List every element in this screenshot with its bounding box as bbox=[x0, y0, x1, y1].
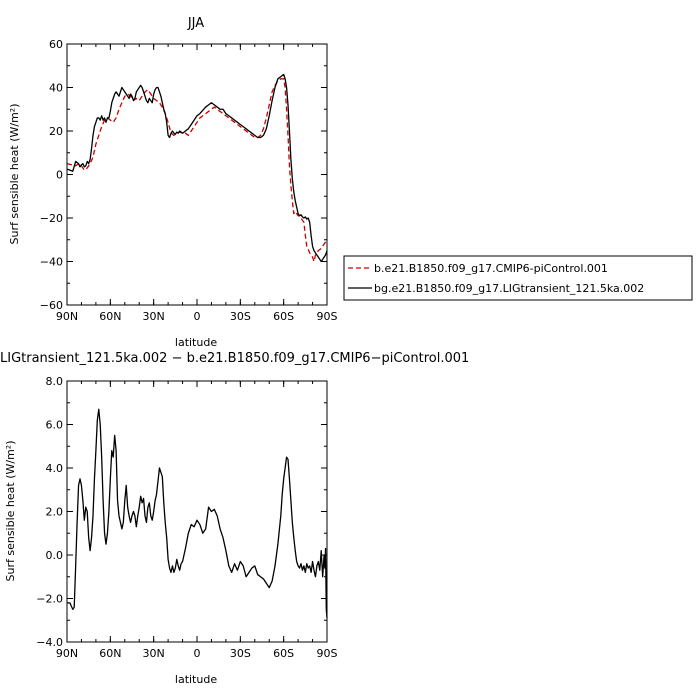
x-tick-label: 90S bbox=[317, 647, 338, 660]
plot-frame bbox=[66, 43, 328, 306]
x-tick-label: 30S bbox=[230, 647, 251, 660]
legend-label-series-1: b.e21.B1850.f09_g17.CMIP6-piControl.001 bbox=[374, 262, 608, 275]
plot-frame bbox=[66, 380, 328, 643]
series-lines bbox=[67, 408, 328, 619]
y-tick-label: 6.0 bbox=[46, 419, 64, 432]
y-axis-label: Surf sensible heat (W/m²) bbox=[4, 441, 17, 582]
x-tick-label: 30N bbox=[143, 310, 165, 323]
legend: b.e21.B1850.f09_g17.CMIP6-piControl.001 … bbox=[343, 255, 693, 301]
series-lines bbox=[66, 73, 328, 263]
y-tick-label: 8.0 bbox=[46, 375, 64, 388]
x-tick-label: 60S bbox=[273, 310, 294, 323]
y-tick-label: 60 bbox=[49, 38, 63, 51]
axis-ticks: 90N 60N 30N 0 30S 60S 90S −60 −40 −20 0 20 40 60 bbox=[40, 38, 338, 323]
x-tick-label: 30S bbox=[230, 310, 251, 323]
y-tick-label: −2.0 bbox=[36, 593, 63, 606]
y-tick-label: 2.0 bbox=[46, 506, 64, 519]
x-tick-label: 60N bbox=[99, 310, 121, 323]
y-tick-label: −20 bbox=[40, 212, 63, 225]
x-tick-label: 0 bbox=[194, 310, 201, 323]
legend-label-series-2: bg.e21.B1850.f09_g17.LIGtransient_121.5k… bbox=[374, 282, 644, 295]
x-axis-label: latitude bbox=[175, 336, 217, 349]
y-tick-label: 20 bbox=[49, 125, 63, 138]
chart-panel-top: JJA Surf sensible heat (W/m²) latitude 9… bbox=[8, 16, 693, 349]
legend-box bbox=[343, 255, 693, 301]
series-line-2 bbox=[66, 73, 328, 263]
y-tick-label: 4.0 bbox=[46, 462, 64, 475]
x-axis-label: latitude bbox=[175, 673, 217, 686]
x-tick-label: 60N bbox=[99, 647, 121, 660]
x-tick-label: 0 bbox=[194, 647, 201, 660]
x-tick-label: 30N bbox=[143, 647, 165, 660]
series-line-1 bbox=[67, 408, 328, 619]
chart-panel-bottom: LIGtransient_121.5ka.002 − b.e21.B1850.f… bbox=[0, 351, 469, 686]
y-tick-label: 0.0 bbox=[46, 549, 64, 562]
y-tick-label: 0 bbox=[56, 169, 63, 182]
x-tick-label: 90N bbox=[56, 647, 78, 660]
y-tick-label: 40 bbox=[49, 82, 63, 95]
y-tick-label: −60 bbox=[40, 299, 63, 312]
series-line-1 bbox=[66, 78, 328, 263]
y-axis-label: Surf sensible heat (W/m²) bbox=[8, 104, 21, 245]
y-tick-label: −4.0 bbox=[36, 636, 63, 649]
chart-title: JJA bbox=[187, 16, 204, 31]
x-tick-label: 90S bbox=[317, 310, 338, 323]
x-tick-label: 60S bbox=[273, 647, 294, 660]
chart-title: LIGtransient_121.5ka.002 − b.e21.B1850.f… bbox=[0, 351, 469, 366]
x-tick-label: 90N bbox=[56, 310, 78, 323]
y-tick-label: −40 bbox=[40, 256, 63, 269]
